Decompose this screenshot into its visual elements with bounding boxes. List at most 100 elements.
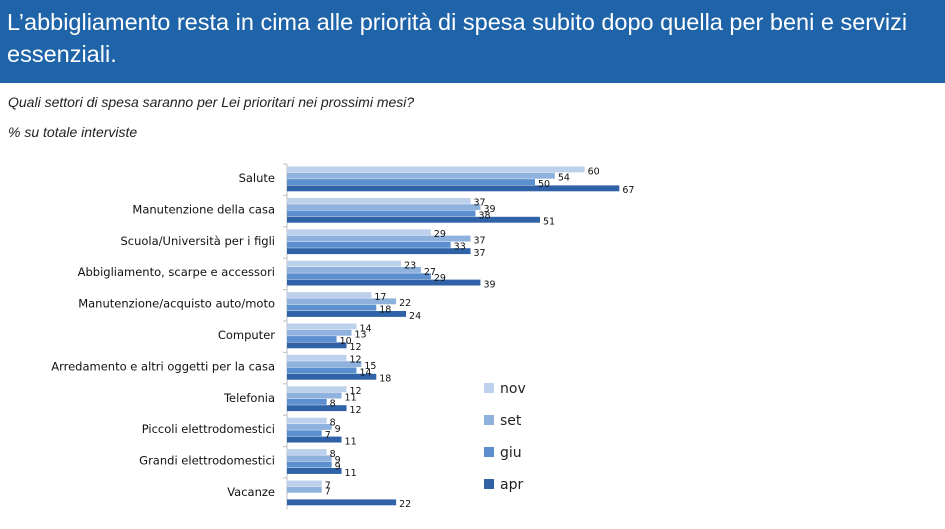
bar-giu <box>287 210 476 217</box>
bar-nov <box>287 292 372 298</box>
bar-nov <box>287 260 402 267</box>
bar-nov <box>287 480 322 487</box>
bar-apr <box>287 468 342 474</box>
bar-giu <box>287 430 322 437</box>
bar-set <box>287 298 397 305</box>
bar-apr <box>287 185 620 192</box>
bar-giu <box>287 461 332 468</box>
data-label-nov: 14 <box>359 323 371 334</box>
unit-note: % su totale interviste <box>8 124 138 140</box>
data-label-giu: 33 <box>454 242 466 253</box>
bar-apr <box>287 342 347 349</box>
data-label-giu: 14 <box>359 367 371 378</box>
data-label-nov: 12 <box>350 386 362 397</box>
legend-label-giu: giu <box>500 445 522 461</box>
category-label: Scuola/Università per i figli <box>120 234 275 248</box>
category-label: Computer <box>218 328 275 342</box>
bar-giu <box>287 179 535 185</box>
data-label-giu: 18 <box>379 305 391 316</box>
bar-apr <box>287 311 407 317</box>
category-label: Salute <box>239 171 275 185</box>
bar-set <box>287 329 352 336</box>
data-label-set: 9 <box>335 424 341 435</box>
data-label-apr: 22 <box>399 499 411 510</box>
data-label-set: 11 <box>345 392 357 403</box>
chart-axis <box>283 163 288 510</box>
data-label-giu: 38 <box>478 210 490 221</box>
data-label-nov: 12 <box>350 355 362 366</box>
legend-label-set: set <box>500 413 522 429</box>
data-label-giu: 10 <box>340 336 352 347</box>
data-label-giu: 7 <box>325 430 331 441</box>
data-label-set: 39 <box>483 204 495 215</box>
bar-apr <box>287 373 377 380</box>
data-label-set: 9 <box>335 455 341 466</box>
category-label: Grandi elettrodomestici <box>139 454 275 468</box>
data-label-apr: 18 <box>379 374 391 385</box>
data-label-apr: 12 <box>350 342 362 353</box>
data-label-apr: 12 <box>350 405 362 416</box>
data-label-nov: 29 <box>434 229 446 240</box>
chart-bars <box>287 166 620 506</box>
bar-nov <box>287 386 347 393</box>
bar-set <box>287 486 322 493</box>
data-label-apr: 11 <box>345 468 357 479</box>
bar-nov <box>287 323 357 330</box>
bar-set <box>287 267 421 273</box>
data-label-apr: 39 <box>483 279 495 290</box>
bar-giu <box>287 304 377 311</box>
data-label-set: 7 <box>325 487 331 498</box>
bar-nov <box>287 166 585 173</box>
legend-swatch-nov <box>484 383 494 393</box>
category-label: Vacanze <box>227 485 275 499</box>
bar-apr <box>287 279 481 286</box>
bar-apr <box>287 499 397 506</box>
data-label-nov: 7 <box>325 480 331 491</box>
legend-swatch-giu <box>484 447 494 457</box>
bar-nov <box>287 449 327 455</box>
data-label-apr: 37 <box>474 248 486 259</box>
bar-apr <box>287 248 471 255</box>
data-label-giu: 50 <box>538 179 550 190</box>
data-label-nov: 23 <box>404 261 416 272</box>
category-label: Piccoli elettrodomestici <box>142 422 275 436</box>
category-label: Manutenzione della casa <box>132 202 275 216</box>
bar-giu <box>287 336 337 342</box>
bar-apr <box>287 405 347 412</box>
legend-swatch-apr <box>484 479 494 489</box>
bar-apr <box>287 216 540 223</box>
bar-apr <box>287 436 342 443</box>
data-label-apr: 51 <box>543 217 555 228</box>
bar-set <box>287 424 332 430</box>
bar-set <box>287 455 332 462</box>
data-label-set: 15 <box>364 361 376 372</box>
data-label-giu: 8 <box>330 399 336 410</box>
data-label-apr: 11 <box>345 436 357 447</box>
bar-giu <box>287 367 357 374</box>
bar-giu <box>287 398 327 405</box>
bar-nov <box>287 417 327 424</box>
bar-nov <box>287 354 347 361</box>
data-label-set: 54 <box>558 173 570 184</box>
data-label-nov: 8 <box>330 449 336 460</box>
bar-set <box>287 392 342 399</box>
bar-nov <box>287 229 431 236</box>
legend-label-apr: apr <box>500 477 523 493</box>
bar-giu <box>287 241 451 248</box>
page-title: L’abbigliamento resta in cima alle prior… <box>7 9 908 67</box>
bar-giu <box>287 273 431 280</box>
data-label-apr: 67 <box>622 185 634 196</box>
data-label-giu: 9 <box>335 462 341 473</box>
data-label-apr: 24 <box>409 311 421 322</box>
data-label-nov: 37 <box>474 198 486 209</box>
legend-swatch-set <box>484 415 494 425</box>
category-label: Manutenzione/acquisto auto/moto <box>78 297 275 311</box>
category-label: Abbigliamento, scarpe e accessori <box>78 265 275 279</box>
bar-set <box>287 204 481 211</box>
category-label: Telefonia <box>223 391 275 405</box>
legend-label-nov: nov <box>500 381 526 397</box>
data-label-nov: 17 <box>374 292 386 303</box>
data-label-set: 13 <box>354 330 366 341</box>
